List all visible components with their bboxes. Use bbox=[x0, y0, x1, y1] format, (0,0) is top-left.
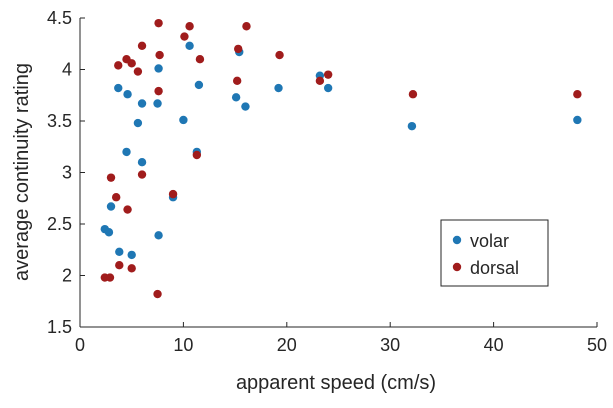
data-point-dorsal bbox=[154, 18, 163, 28]
legend-marker-dorsal bbox=[452, 262, 462, 272]
data-point-volar bbox=[104, 228, 114, 237]
x-tick-label: 50 bbox=[587, 335, 607, 355]
data-point-volar bbox=[127, 250, 136, 260]
data-point-volar bbox=[323, 83, 333, 93]
data-point-dorsal bbox=[127, 59, 136, 68]
data-point-dorsal bbox=[123, 205, 132, 214]
data-point-dorsal bbox=[106, 173, 116, 182]
data-point-dorsal bbox=[155, 50, 164, 60]
data-point-volar bbox=[231, 93, 241, 102]
x-tick-label: 20 bbox=[277, 335, 297, 355]
y-axis-label: average continuity rating bbox=[11, 63, 33, 281]
data-point-volar bbox=[153, 99, 162, 108]
data-point-volar bbox=[241, 102, 250, 111]
x-tick-label: 10 bbox=[173, 335, 193, 355]
legend: volar dorsal bbox=[440, 219, 549, 287]
data-point-volar bbox=[185, 41, 194, 51]
data-point-dorsal bbox=[192, 150, 202, 160]
data-point-volar bbox=[137, 158, 147, 167]
data-point-volar bbox=[122, 147, 131, 157]
data-point-dorsal bbox=[185, 22, 194, 31]
data-point-dorsal bbox=[137, 41, 147, 51]
data-point-dorsal bbox=[242, 22, 251, 31]
data-point-dorsal bbox=[137, 170, 147, 179]
data-point-dorsal bbox=[408, 90, 418, 99]
data-point-dorsal bbox=[168, 189, 178, 199]
x-tick-label: 0 bbox=[75, 335, 85, 355]
data-point-volar bbox=[133, 118, 143, 128]
data-point-dorsal bbox=[105, 273, 115, 282]
data-point-dorsal bbox=[114, 61, 123, 70]
legend-marker-volar bbox=[452, 235, 462, 245]
data-point-dorsal bbox=[232, 76, 242, 86]
data-point-volar bbox=[123, 90, 132, 99]
data-point-dorsal bbox=[127, 264, 136, 273]
x-tick-label: 30 bbox=[380, 335, 400, 355]
data-point-volar bbox=[573, 115, 582, 125]
data-point-dorsal bbox=[195, 55, 205, 64]
data-point-dorsal bbox=[133, 67, 143, 76]
data-point-dorsal bbox=[115, 261, 124, 270]
data-point-dorsal bbox=[234, 44, 243, 54]
data-point-volar bbox=[115, 247, 124, 257]
data-point-dorsal bbox=[315, 76, 325, 86]
points-layer bbox=[100, 18, 582, 299]
data-point-dorsal bbox=[111, 193, 121, 202]
y-tick-label: 2.5 bbox=[47, 214, 72, 234]
data-point-volar bbox=[407, 121, 417, 131]
data-point-dorsal bbox=[153, 289, 162, 299]
x-tick-label: 40 bbox=[484, 335, 504, 355]
x-axis-label: apparent speed (cm/s) bbox=[236, 372, 436, 394]
data-point-volar bbox=[154, 231, 163, 240]
data-point-volar bbox=[194, 80, 204, 90]
data-point-volar bbox=[137, 99, 147, 108]
legend-box bbox=[440, 219, 549, 287]
data-point-volar bbox=[154, 64, 163, 73]
y-tick-label: 2 bbox=[62, 266, 72, 286]
data-point-volar bbox=[114, 83, 123, 93]
data-point-dorsal bbox=[154, 86, 163, 96]
data-point-volar bbox=[179, 115, 188, 125]
axes-layer: 0 10 20 30 40 50 1.5 2 2.5 3 3.5 4 4.5 bbox=[47, 8, 607, 355]
data-point-dorsal bbox=[275, 50, 284, 60]
data-point-dorsal bbox=[323, 70, 333, 79]
y-tick-label: 4.5 bbox=[47, 8, 72, 28]
data-point-dorsal bbox=[573, 90, 582, 99]
data-point-dorsal bbox=[180, 32, 189, 41]
y-tick-label: 3 bbox=[62, 163, 72, 183]
y-tick-label: 4 bbox=[62, 60, 72, 80]
data-point-volar bbox=[106, 202, 116, 211]
legend-label-volar: volar bbox=[470, 231, 509, 251]
y-tick-label: 1.5 bbox=[47, 317, 72, 337]
data-point-volar bbox=[274, 83, 283, 93]
y-tick-label: 3.5 bbox=[47, 111, 72, 131]
legend-label-dorsal: dorsal bbox=[470, 258, 519, 278]
